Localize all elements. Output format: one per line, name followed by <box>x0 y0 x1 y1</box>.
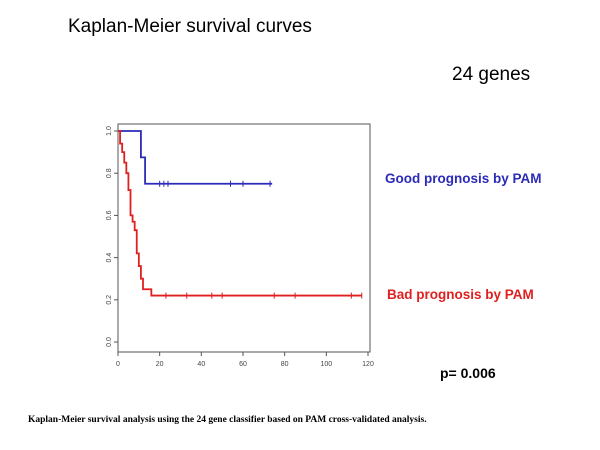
y-tick-label: 1.0 <box>106 126 113 136</box>
x-tick-label: 20 <box>156 361 164 368</box>
survival-curve-good <box>118 130 273 185</box>
x-tick-label: 120 <box>362 361 374 368</box>
x-tick-label: 40 <box>197 361 205 368</box>
legend-bad-prognosis: Bad prognosis by PAM <box>387 287 534 302</box>
y-tick-label: 0.8 <box>106 168 113 178</box>
chart-axes: 0 20 40 60 80 100 120 0.0 0.2 0.4 0.6 0.8 1.0 <box>106 123 374 368</box>
y-tick-label: 0.0 <box>106 337 113 347</box>
page-title: Kaplan-Meier survival curves <box>68 16 312 37</box>
legend-good-prognosis: Good prognosis by PAM <box>385 171 542 186</box>
figure-caption: Kaplan-Meier survival analysis using the… <box>28 415 427 425</box>
p-value: p= 0.006 <box>440 365 496 381</box>
y-tick-label: 0.4 <box>106 253 113 263</box>
y-tick-label: 0.2 <box>106 295 113 305</box>
x-tick-label: 60 <box>239 361 247 368</box>
x-tick-label: 100 <box>320 361 332 368</box>
x-tick-label: 80 <box>281 361 289 368</box>
y-tick-label: 0.6 <box>106 210 113 220</box>
x-tick-label: 0 <box>116 361 120 368</box>
chart-curves <box>118 130 363 299</box>
plot-frame <box>117 123 371 353</box>
survival-curve-bad <box>118 130 362 297</box>
gene-count-label: 24 genes <box>452 64 531 85</box>
